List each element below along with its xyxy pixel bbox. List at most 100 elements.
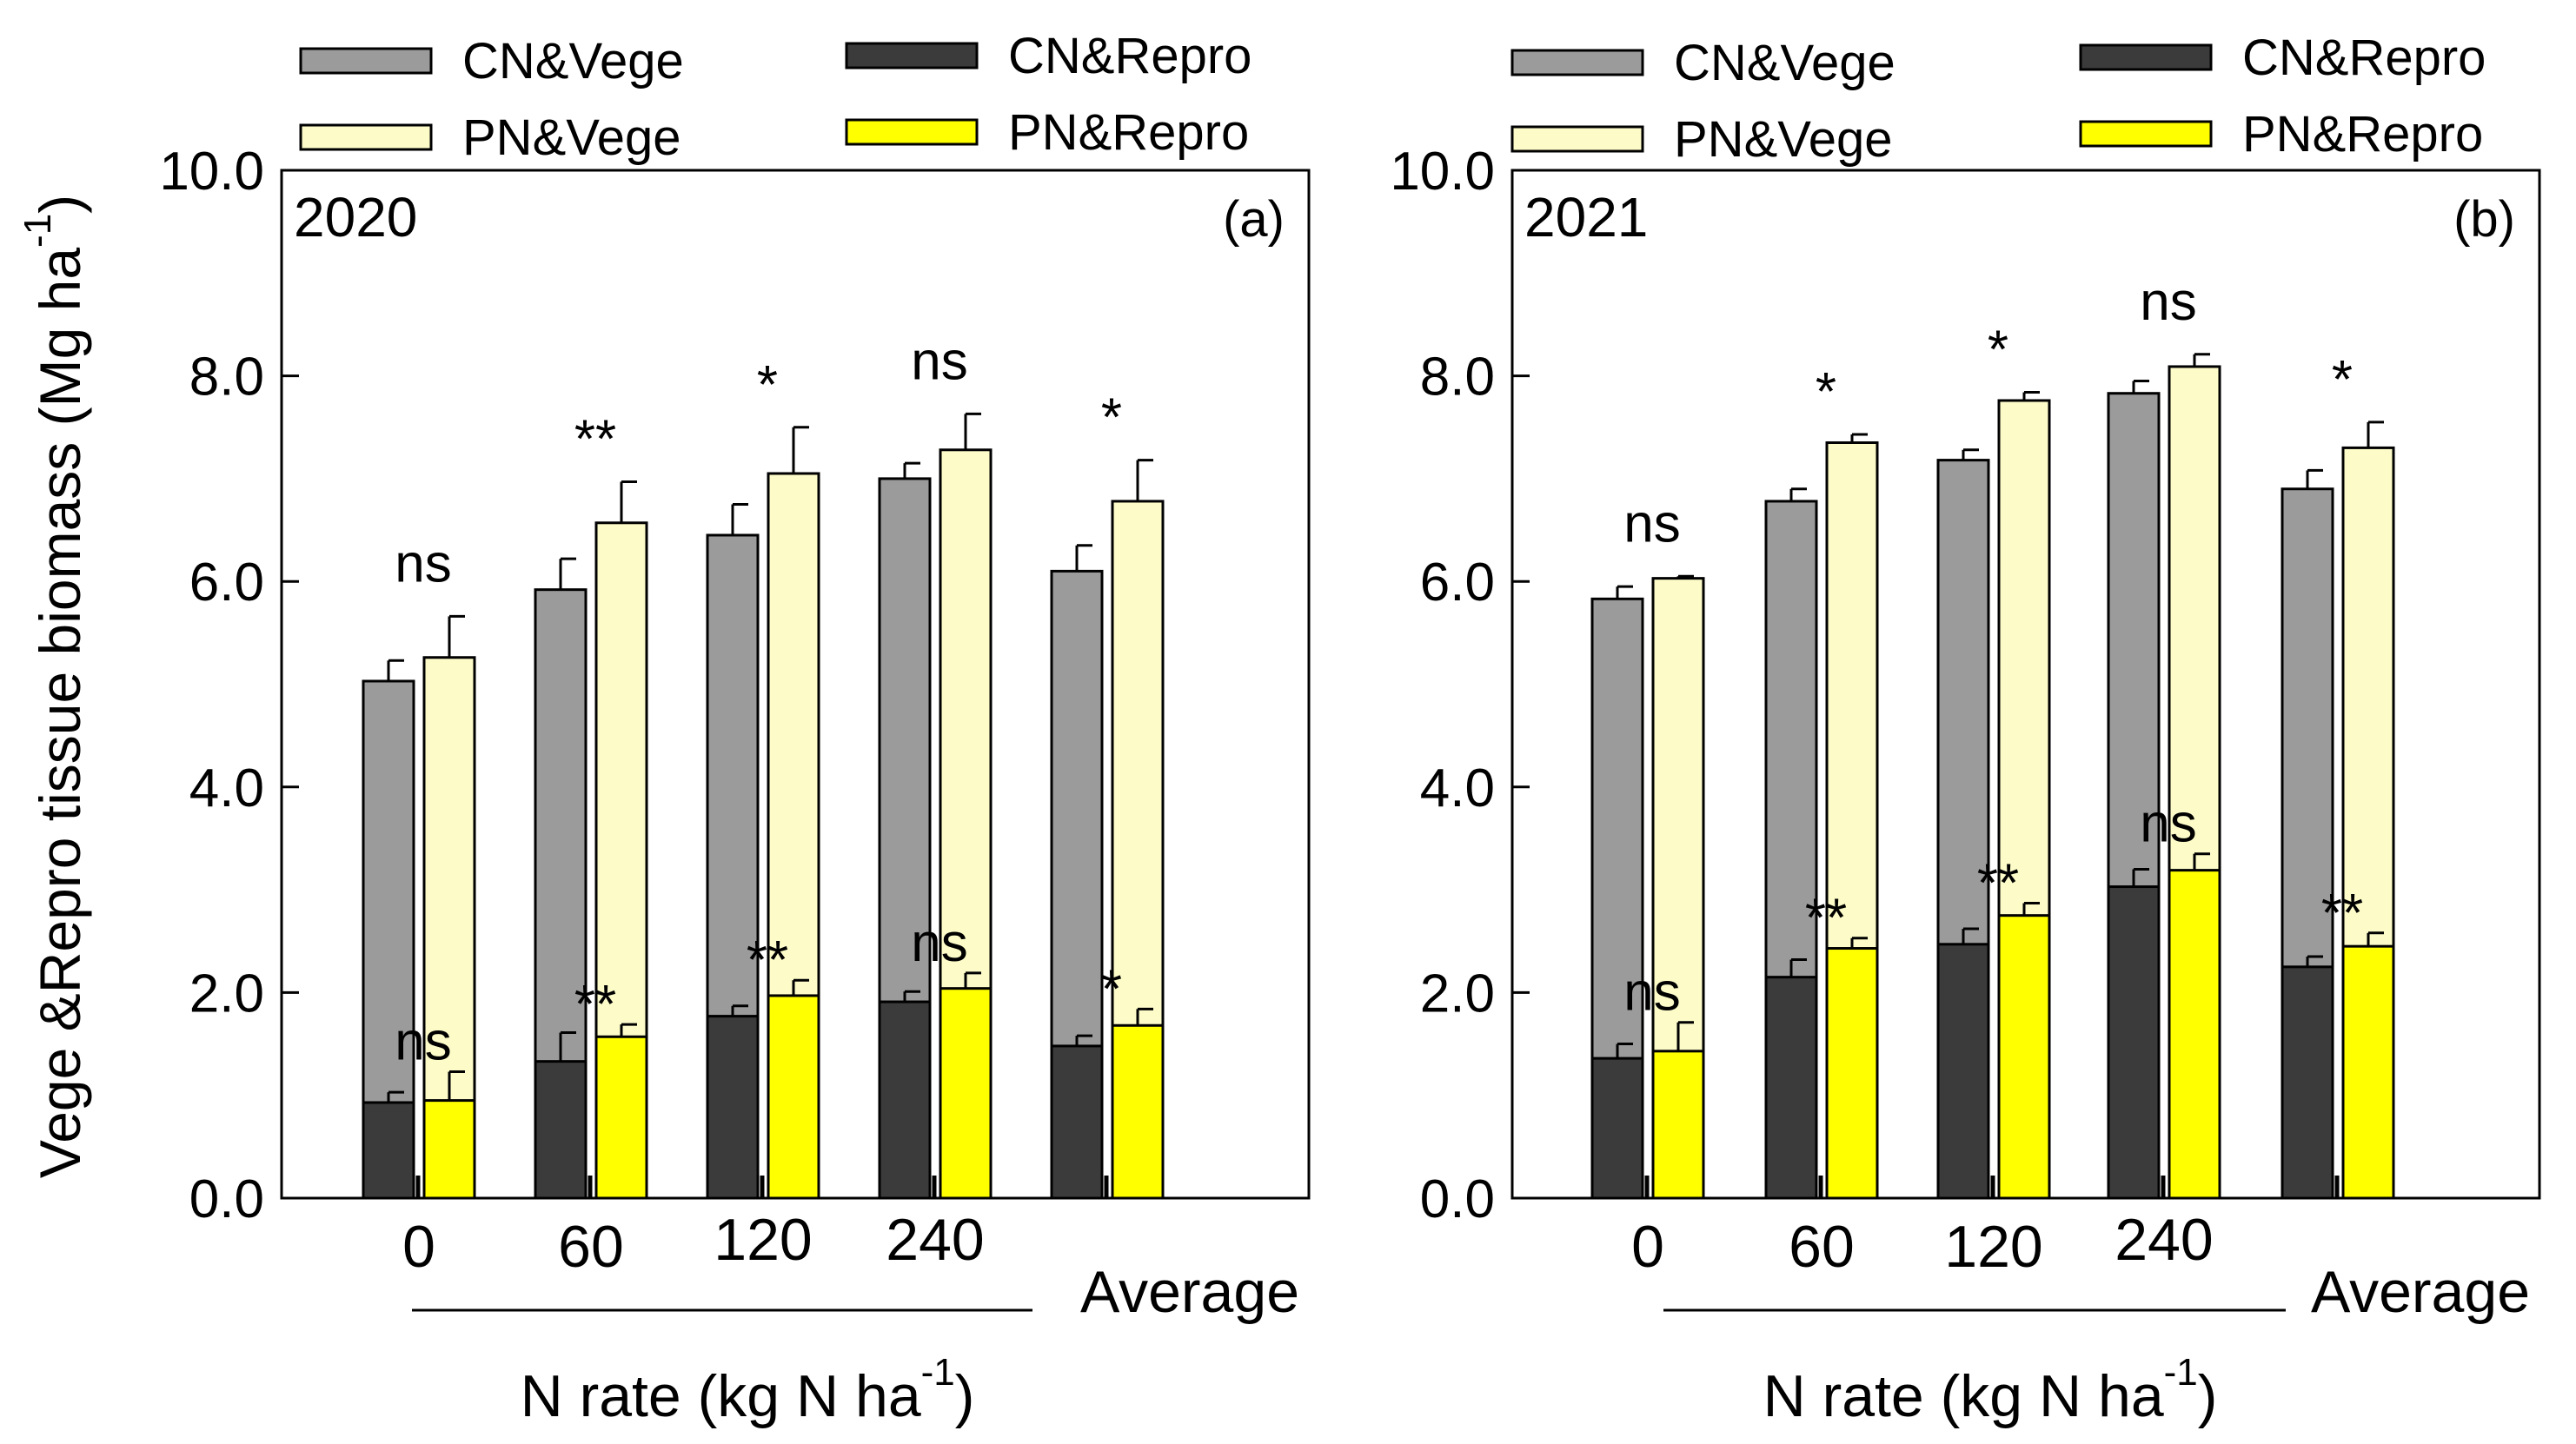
- x-axis-title-sup: -1: [2164, 1351, 2198, 1394]
- legend-label: PN&Vege: [462, 109, 681, 166]
- panel-label: (a): [1223, 191, 1285, 248]
- y-tick-label: 6.0: [1420, 553, 1495, 613]
- significance-label: **: [1977, 853, 2019, 913]
- panel-year: 2021: [1524, 186, 1648, 248]
- significance-label: ns: [911, 913, 967, 973]
- legend-label: CN&Vege: [1674, 35, 1895, 91]
- bar-cn-repro: [706, 1015, 760, 1200]
- legend-label: PN&Vege: [1674, 111, 1893, 168]
- bar-pn-repro: [1111, 1023, 1165, 1200]
- y-tick-label: 2.0: [1420, 964, 1495, 1023]
- significance-label: *: [1988, 321, 2008, 381]
- y-tick-label: 10.0: [1390, 142, 1495, 202]
- y-axis-title-sup: -1: [17, 214, 59, 248]
- significance-label: ns: [2140, 794, 2196, 854]
- legend-swatch: [845, 118, 979, 146]
- significance-label: ns: [395, 533, 451, 593]
- x-category-label: 240: [886, 1207, 984, 1273]
- y-tick-label: 6.0: [189, 553, 264, 613]
- legend-label: CN&Vege: [462, 33, 684, 89]
- x-category-label: 240: [2115, 1207, 2213, 1273]
- legend-swatch: [845, 42, 979, 70]
- x-axis-title-text: N rate (kg N ha: [521, 1363, 921, 1429]
- legend-swatch: [299, 47, 433, 75]
- y-axis-title-end: ): [28, 195, 92, 214]
- bar-cn-repro: [1936, 943, 1990, 1200]
- bar-cn-repro: [2281, 965, 2334, 1200]
- y-tick-label: 8.0: [1420, 348, 1495, 407]
- legend-label: CN&Repro: [1008, 28, 1251, 84]
- y-axis-title-text: Vege &Repro tissue biomass (Mg ha: [28, 248, 92, 1179]
- significance-label: ns: [395, 1011, 451, 1071]
- significance-label: ns: [1623, 493, 1680, 553]
- plot-frame: [280, 169, 1311, 1200]
- significance-label: **: [2321, 884, 2363, 944]
- panel-label: (b): [2453, 191, 2515, 248]
- x-axis-title-sup: -1: [921, 1351, 955, 1394]
- legend: CN&Vege CN&Repro PN&Vege PN&Repro: [299, 28, 1251, 166]
- significance-label: *: [757, 355, 778, 415]
- x-axis-title-end: ): [955, 1363, 975, 1429]
- x-axis-title-text: N rate (kg N ha: [1763, 1363, 2164, 1429]
- y-tick-label: 0.0: [1420, 1169, 1495, 1229]
- y-tick-label: 4.0: [189, 758, 264, 818]
- significance-label: **: [1805, 889, 1847, 949]
- x-axis-title: N rate (kg N ha-1): [1763, 1351, 2218, 1429]
- y-tick-label: 10.0: [159, 142, 264, 202]
- bar-cn-repro: [1050, 1044, 1104, 1200]
- bar-cn-repro: [362, 1101, 415, 1200]
- bar-pn-repro: [1651, 1050, 1705, 1200]
- y-tick-label: 0.0: [189, 1169, 264, 1229]
- bar-cn-repro: [534, 1060, 588, 1200]
- significance-label: ns: [2140, 272, 2196, 332]
- significance-label: *: [1816, 362, 1836, 422]
- bar-pn-repro: [422, 1099, 476, 1200]
- bar-pn-repro: [2168, 869, 2221, 1200]
- x-category-label: 120: [714, 1207, 812, 1273]
- bar-pn-repro: [1997, 914, 2051, 1200]
- bar-pn-repro: [594, 1035, 648, 1200]
- legend-swatch: [1510, 49, 1644, 76]
- bar-cn-repro: [1764, 976, 1818, 1200]
- significance-label: **: [574, 409, 616, 469]
- significance-label: **: [574, 975, 616, 1035]
- x-category-label: 120: [1944, 1214, 2042, 1280]
- legend-swatch: [299, 123, 433, 151]
- x-category-label: 0: [1631, 1214, 1664, 1280]
- significance-label: ns: [1623, 963, 1680, 1023]
- bar-cn-repro: [1590, 1057, 1644, 1200]
- y-tick-label: 4.0: [1420, 758, 1495, 818]
- y-tick-label: 8.0: [189, 348, 264, 407]
- bar-cn-repro: [2107, 885, 2161, 1200]
- x-category-label: Average: [1080, 1259, 1299, 1325]
- y-axis-title: Vege &Repro tissue biomass (Mg ha-1): [17, 195, 92, 1178]
- panel-year: 2020: [294, 186, 417, 248]
- bar-cn-repro: [878, 1000, 932, 1200]
- bar-pn-repro: [2341, 944, 2395, 1200]
- x-category-label: Average: [2311, 1259, 2530, 1325]
- x-axis-title: N rate (kg N ha-1): [521, 1351, 975, 1429]
- legend-label: CN&Repro: [2242, 30, 2486, 86]
- x-axis-title-end: ): [2198, 1363, 2218, 1429]
- significance-label: *: [1101, 388, 1122, 448]
- significance-label: *: [1101, 959, 1122, 1019]
- legend-label: PN&Repro: [2242, 106, 2483, 162]
- bar-pn-repro: [939, 987, 993, 1200]
- legend-label: PN&Repro: [1008, 104, 1249, 161]
- significance-label: *: [2332, 350, 2353, 410]
- x-category-label: 60: [1789, 1214, 1855, 1280]
- plot-frame: [1510, 169, 2541, 1200]
- legend: CN&Vege CN&Repro PN&Vege PN&Repro: [1510, 30, 2486, 168]
- significance-label: **: [747, 931, 788, 990]
- legend-swatch: [2079, 120, 2213, 148]
- legend-swatch: [2079, 43, 2213, 71]
- x-category-label: 0: [402, 1214, 435, 1280]
- x-category-label: 60: [558, 1214, 624, 1280]
- significance-label: ns: [911, 331, 967, 391]
- bar-pn-repro: [1825, 947, 1879, 1200]
- legend-swatch: [1510, 125, 1644, 153]
- bar-pn-repro: [767, 994, 820, 1200]
